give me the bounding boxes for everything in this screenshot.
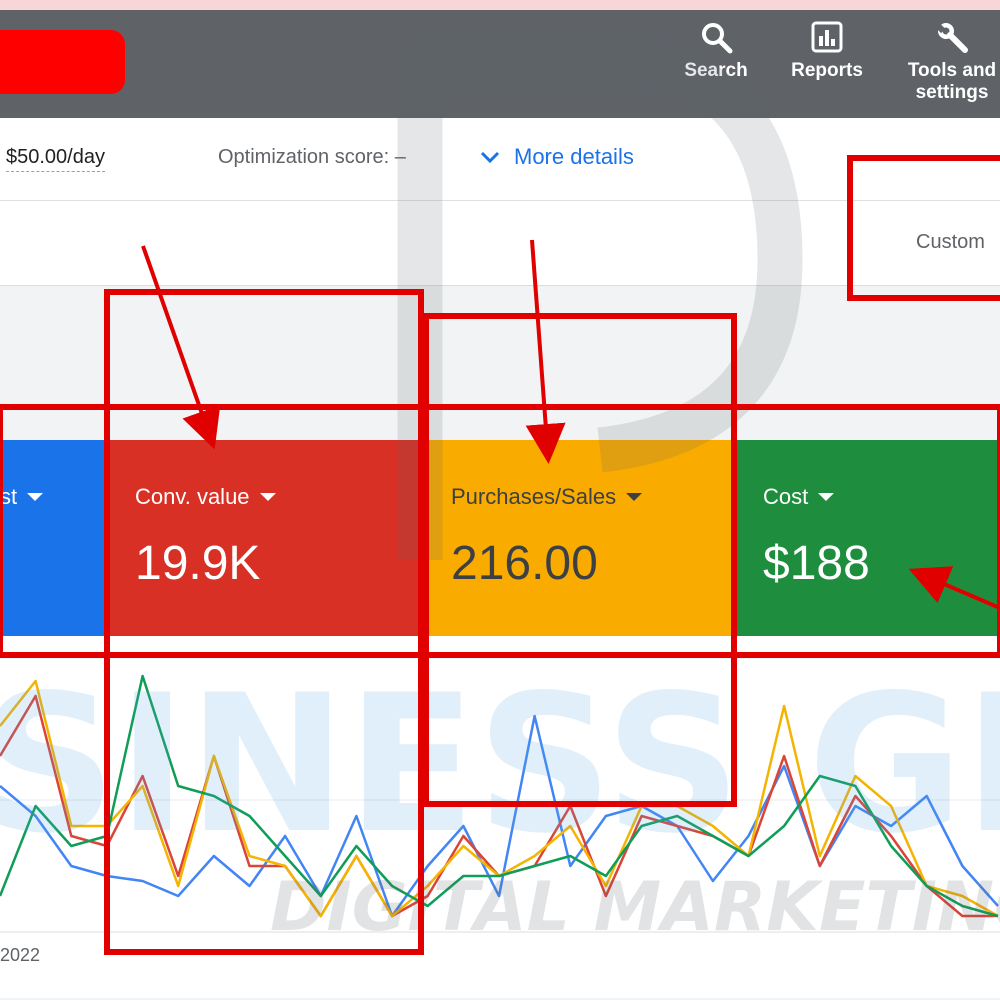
campaign-info-bar [0, 118, 1000, 201]
redacted-logo [0, 30, 125, 94]
metric-card-cost[interactable]: Cost $188 [733, 440, 1000, 636]
metric-card-label: st [0, 484, 18, 509]
search-button-label: Search [684, 60, 748, 81]
wrench-icon [936, 23, 968, 53]
dropdown-arrow-icon[interactable] [626, 493, 643, 501]
search-button[interactable]: Search [680, 20, 752, 82]
metric-card-value: 216.00 [451, 537, 598, 590]
dropdown-arrow-icon[interactable] [27, 493, 44, 501]
chart-svg [0, 657, 1000, 933]
reports-button[interactable]: Reports [786, 20, 868, 82]
metric-card-value: $188 [763, 537, 870, 590]
metric-card-conv-value[interactable]: Conv. value 19.9K [105, 440, 421, 636]
chart-series-line-0 [0, 714, 999, 918]
tools-settings-button[interactable]: Tools and settings [900, 20, 1000, 104]
optimization-score-label: Optimization score: [218, 146, 390, 168]
filter-bar [0, 201, 1000, 286]
x-axis-start-label: 2022 [0, 945, 41, 965]
customize-button[interactable]: Custom [916, 231, 985, 253]
metric-card-clicks[interactable]: st [0, 440, 104, 636]
search-icon [702, 23, 733, 54]
budget-value[interactable]: $50.00/day [6, 146, 105, 172]
dropdown-arrow-icon[interactable] [259, 493, 276, 501]
more-details-link[interactable]: More details [480, 144, 634, 170]
performance-chart [0, 636, 1000, 998]
optimization-score-value: – [394, 146, 406, 168]
metric-card-purchases[interactable]: Purchases/Sales 216.00 [421, 440, 737, 636]
chevron-down-icon [480, 151, 500, 164]
dropdown-arrow-icon[interactable] [818, 493, 835, 501]
optimization-score: Optimization score: – [218, 146, 406, 169]
metric-card-value: 19.9K [135, 537, 261, 590]
app-header [0, 10, 1000, 118]
reports-button-label: Reports [791, 60, 863, 81]
metric-card-label: Cost [763, 484, 809, 509]
reports-icon [811, 21, 843, 53]
metric-card-label: Purchases/Sales [451, 484, 617, 509]
top-strip [0, 0, 1000, 10]
tools-button-label: Tools and [907, 60, 997, 81]
more-details-label: More details [514, 144, 634, 169]
metric-card-label: Conv. value [135, 484, 250, 509]
settings-button-label: settings [915, 82, 989, 103]
